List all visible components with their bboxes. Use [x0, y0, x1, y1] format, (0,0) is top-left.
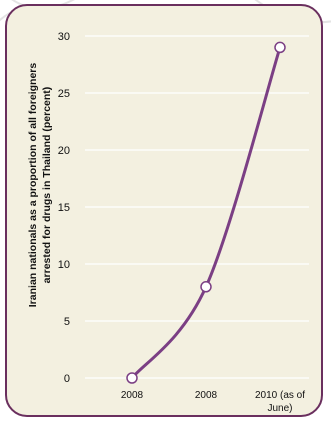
series-line [130, 45, 282, 380]
y-axis-label: Iranian nationals as a proportion of all… [27, 63, 53, 308]
x-tick-label: 2010 (as of June) [255, 390, 305, 414]
y-tick-label: 15 [58, 202, 70, 214]
grid-lines [85, 35, 309, 379]
y-tick-label: 0 [64, 373, 70, 385]
y-tick-label: 5 [64, 316, 70, 328]
x-tick-label: 2008 [121, 390, 144, 401]
y-tick-label: 30 [58, 31, 70, 43]
x-tick-label: 2008 [195, 390, 218, 401]
data-point [274, 41, 286, 54]
x-axis-ticks: 2008 2008 2010 (as of June) [121, 390, 305, 414]
y-tick-label: 25 [58, 88, 70, 100]
y-axis-ticks: 0 5 10 15 20 25 30 [58, 31, 70, 385]
y-tick-label: 10 [58, 259, 70, 271]
y-tick-label: 20 [58, 145, 70, 157]
data-points [126, 41, 286, 384]
data-point [200, 281, 212, 293]
chart-frame: 0 5 10 15 20 25 30 2008 2008 2010 (as of June) Ir… [5, 4, 323, 417]
data-point [126, 372, 138, 384]
line-chart: 0 5 10 15 20 25 30 2008 2008 2010 (as of June) Ir… [27, 31, 309, 414]
